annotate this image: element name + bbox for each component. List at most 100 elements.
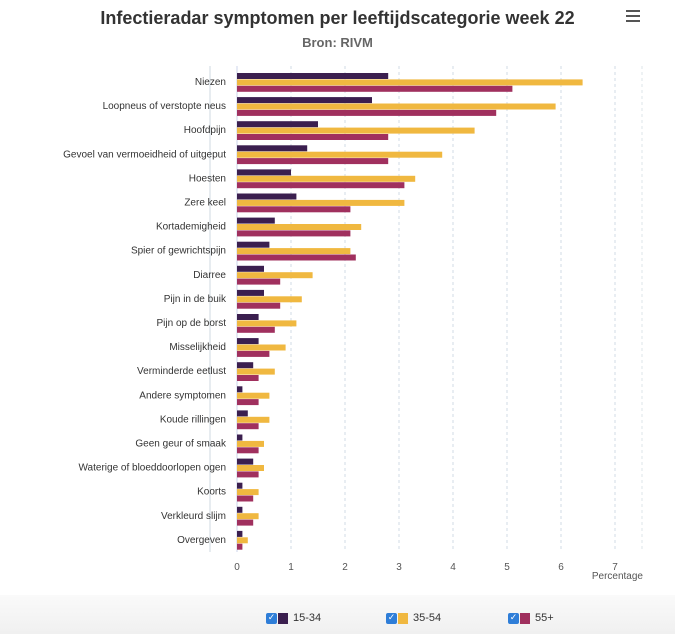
bar-15-34[interactable] — [237, 97, 372, 104]
y-category-label: Verkleurd slijm — [161, 511, 226, 522]
bar-35-54[interactable] — [237, 537, 248, 544]
y-category-label: Kortademigheid — [156, 222, 226, 233]
checkbox-checked-icon[interactable]: ✓ — [386, 612, 397, 624]
x-tick-label: 6 — [558, 562, 564, 573]
bar-35-54[interactable] — [237, 103, 556, 110]
x-axis-title: Percentage — [592, 571, 644, 582]
bar-55plus[interactable] — [237, 278, 281, 285]
bar-15-34[interactable] — [237, 169, 291, 176]
bar-35-54[interactable] — [237, 465, 264, 471]
bar-55plus[interactable] — [237, 447, 259, 454]
bar-15-34[interactable] — [237, 121, 318, 128]
legend-swatch — [398, 612, 408, 624]
legend-label: 15-34 — [293, 612, 322, 624]
bar-15-34[interactable] — [237, 410, 248, 417]
bar-55plus[interactable] — [237, 85, 513, 92]
y-category-label: Overgeven — [177, 535, 226, 546]
bar-35-54[interactable] — [237, 489, 259, 496]
legend-item-35-54[interactable]: ✓ 35-54 — [386, 611, 441, 625]
bar-15-34[interactable] — [237, 217, 275, 224]
y-category-label: Waterige of bloeddoorlopen ogen — [78, 463, 226, 474]
bar-15-34[interactable] — [237, 362, 254, 369]
bar-35-54[interactable] — [237, 296, 302, 303]
y-category-label: Hoesten — [189, 173, 226, 184]
bar-55plus[interactable] — [237, 423, 259, 430]
x-tick-label: 0 — [234, 562, 240, 573]
bar-15-34[interactable] — [237, 314, 259, 320]
checkbox-checked-icon[interactable]: ✓ — [266, 612, 277, 624]
legend-label: 35-54 — [413, 612, 442, 624]
legend-bar — [0, 595, 675, 634]
y-category-label: Pijn in de buik — [164, 294, 227, 305]
bar-15-34[interactable] — [237, 338, 259, 345]
y-category-label: Andere symptomen — [139, 390, 226, 401]
bar-35-54[interactable] — [237, 368, 275, 375]
bar-15-34[interactable] — [237, 265, 264, 272]
bar-35-54[interactable] — [237, 513, 259, 520]
y-category-label: Niezen — [195, 77, 226, 88]
bar-55plus[interactable] — [237, 399, 259, 406]
x-tick-label: 7 — [612, 562, 618, 573]
bar-35-54[interactable] — [237, 344, 286, 351]
bar-35-54[interactable] — [237, 416, 270, 423]
bar-55plus[interactable] — [237, 495, 254, 502]
bar-55plus[interactable] — [237, 350, 270, 357]
bar-35-54[interactable] — [237, 224, 362, 230]
x-tick-label: 3 — [396, 562, 402, 573]
x-tick-label: 2 — [342, 562, 348, 573]
bar-35-54[interactable] — [237, 151, 443, 158]
y-category-label: Gevoel van vermoeidheid of uitgeput — [63, 149, 226, 160]
y-category-label: Hoofdpijn — [184, 125, 226, 136]
bar-15-34[interactable] — [237, 145, 308, 152]
bar-15-34[interactable] — [237, 289, 264, 296]
bar-55plus[interactable] — [237, 471, 259, 478]
checkbox-checked-icon[interactable]: ✓ — [508, 612, 519, 624]
bar-15-34[interactable] — [237, 73, 389, 79]
bar-55plus[interactable] — [237, 375, 259, 381]
bar-15-34[interactable] — [237, 386, 243, 393]
y-category-label: Koorts — [197, 487, 226, 498]
bar-55plus[interactable] — [237, 302, 281, 309]
bar-55plus[interactable] — [237, 182, 405, 189]
bar-15-34[interactable] — [237, 193, 297, 200]
bar-55plus[interactable] — [237, 109, 497, 116]
y-category-label: Zere keel — [184, 198, 226, 209]
y-category-label: Loopneus of verstopte neus — [103, 101, 226, 112]
legend-swatch — [520, 612, 530, 624]
bar-55plus[interactable] — [237, 206, 351, 213]
bar-55plus[interactable] — [237, 254, 356, 261]
bar-55plus[interactable] — [237, 158, 389, 165]
bar-55plus[interactable] — [237, 134, 389, 140]
chart-title: Infectieradar symptomen per leeftijdscat… — [100, 8, 575, 28]
bar-35-54[interactable] — [237, 320, 297, 327]
bar-35-54[interactable] — [237, 248, 351, 255]
x-tick-label: 1 — [288, 562, 294, 573]
y-category-label: Verminderde eetlust — [137, 366, 226, 377]
bar-55plus[interactable] — [237, 519, 254, 526]
x-tick-label: 5 — [504, 562, 510, 573]
bar-15-34[interactable] — [237, 241, 270, 248]
legend-item-15-34[interactable]: ✓ 15-34 — [266, 611, 321, 625]
bar-35-54[interactable] — [237, 392, 270, 399]
bar-35-54[interactable] — [237, 440, 264, 447]
bar-15-34[interactable] — [237, 434, 243, 441]
bar-55plus[interactable] — [237, 326, 275, 333]
bar-35-54[interactable] — [237, 127, 475, 134]
legend-item-55plus[interactable]: ✓ 55+ — [508, 611, 554, 625]
bar-55plus[interactable] — [237, 543, 243, 550]
y-category-label: Diarree — [193, 270, 226, 281]
y-category-label: Misselijkheid — [169, 342, 226, 353]
y-category-label: Geen geur of smaak — [135, 439, 227, 450]
bar-15-34[interactable] — [237, 530, 243, 537]
bar-15-34[interactable] — [237, 506, 243, 513]
bar-35-54[interactable] — [237, 175, 416, 182]
bar-55plus[interactable] — [237, 230, 351, 237]
hamburger-menu-icon[interactable] — [626, 10, 640, 24]
bar-35-54[interactable] — [237, 199, 405, 206]
y-category-label: Pijn op de borst — [157, 318, 227, 329]
y-category-label: Spier of gewrichtspijn — [131, 246, 226, 257]
bar-15-34[interactable] — [237, 482, 243, 489]
bar-15-34[interactable] — [237, 458, 254, 465]
bar-35-54[interactable] — [237, 79, 583, 86]
bar-35-54[interactable] — [237, 272, 313, 279]
